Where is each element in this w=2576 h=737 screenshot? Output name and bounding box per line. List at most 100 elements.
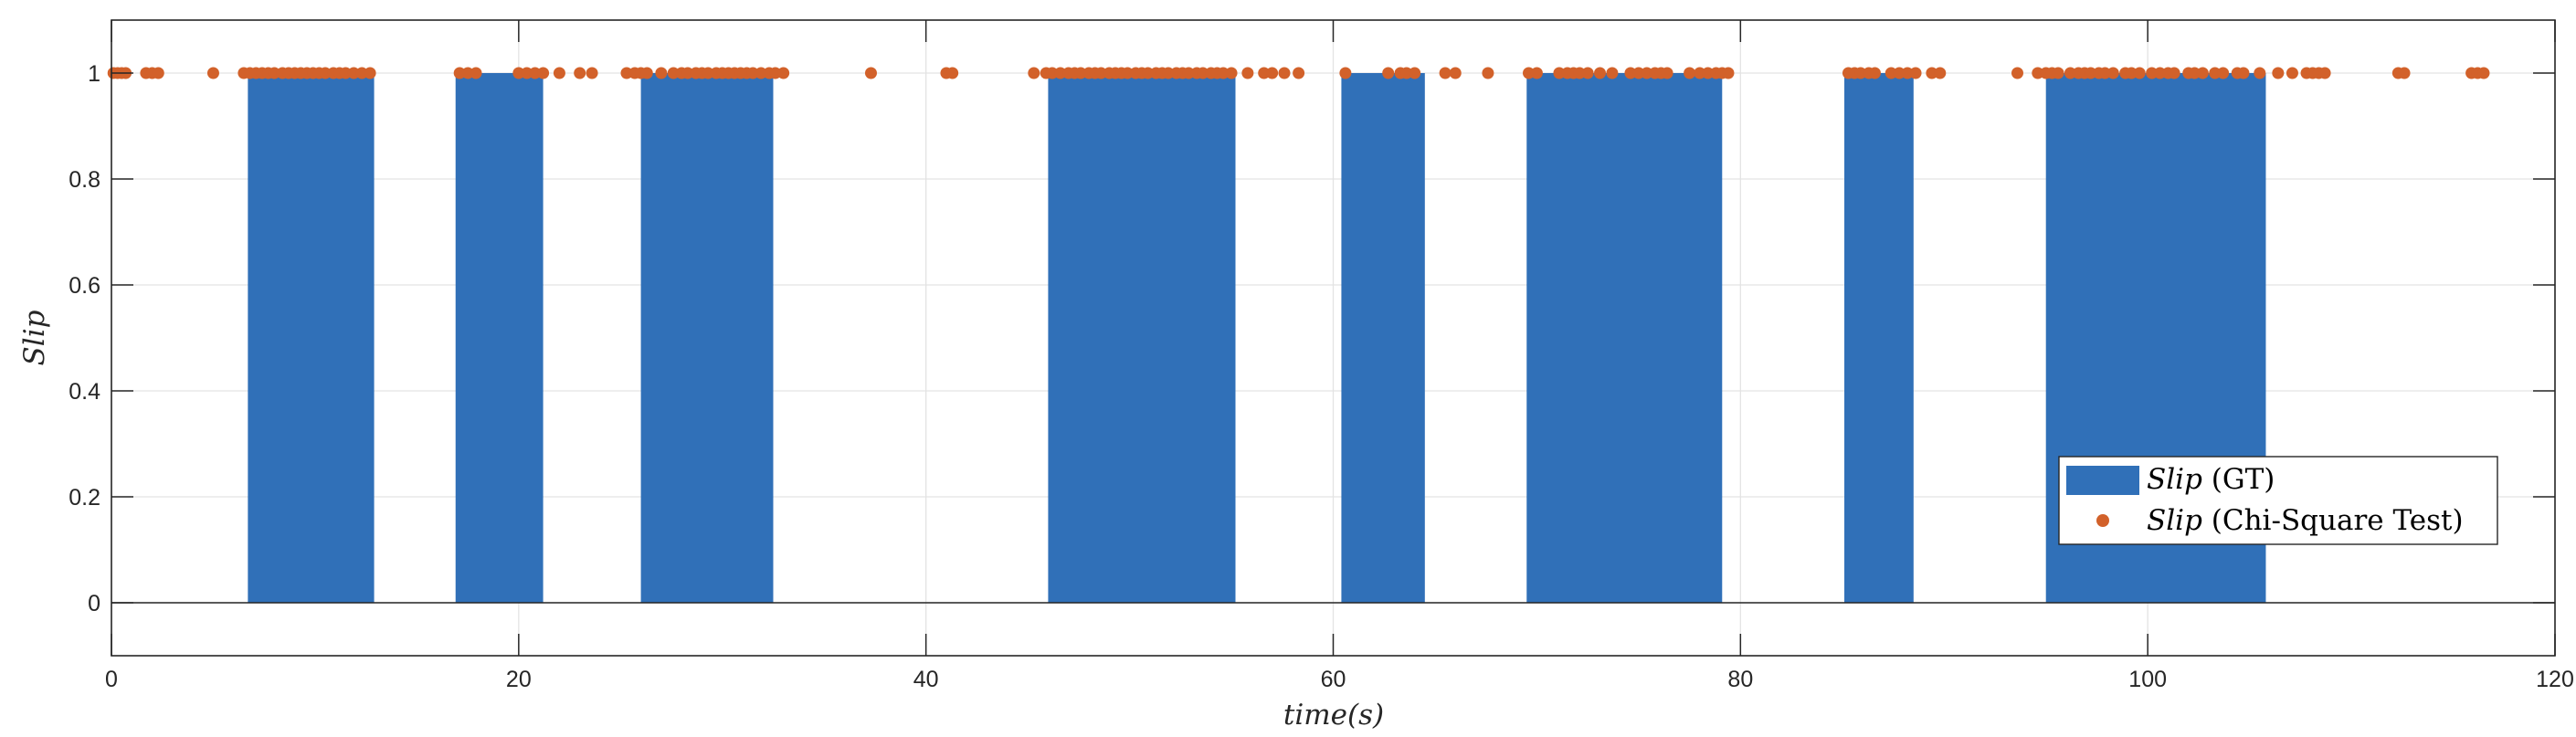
gt-bar xyxy=(1844,73,1914,603)
chi-point xyxy=(453,67,466,79)
chi-point xyxy=(1901,67,1914,79)
x-tick-label: 20 xyxy=(506,667,532,692)
legend: Slip (GT) Slip (Chi-Square Test) xyxy=(2058,456,2498,545)
chi-point xyxy=(1046,67,1059,79)
chi-point xyxy=(1641,67,1653,79)
chi-point xyxy=(1197,67,1209,79)
y-tick-label: 0.6 xyxy=(69,273,100,299)
chi-point xyxy=(1553,67,1566,79)
chi-point xyxy=(2064,67,2076,79)
chi-point xyxy=(355,67,368,79)
chi-point xyxy=(1632,67,1645,79)
chi-point xyxy=(1449,67,1462,79)
chi-point xyxy=(521,67,533,79)
chi-point xyxy=(152,67,164,79)
chi-point xyxy=(470,67,482,79)
x-tick-label: 120 xyxy=(2536,667,2574,692)
chi-point xyxy=(2085,67,2097,79)
chi-point xyxy=(1339,67,1352,79)
chi-point xyxy=(1523,67,1535,79)
y-tick-label: 0 xyxy=(88,591,100,616)
chi-point xyxy=(2318,67,2331,79)
chi-point xyxy=(319,67,332,79)
legend-swatch-gt xyxy=(2066,466,2139,495)
gt-bar xyxy=(1526,73,1723,603)
chi-point xyxy=(1400,67,1413,79)
chi-point xyxy=(1142,67,1155,79)
chi-point xyxy=(681,67,694,79)
chi-point xyxy=(1934,67,1947,79)
chi-point xyxy=(1893,67,1906,79)
y-tick-label: 1 xyxy=(88,61,100,87)
chi-point xyxy=(1482,67,1494,79)
chi-point xyxy=(2011,67,2023,79)
chi-point xyxy=(2196,67,2209,79)
chi-point xyxy=(755,67,767,79)
chi-point xyxy=(777,67,790,79)
gt-bar xyxy=(455,73,544,603)
gt-bar xyxy=(1341,73,1425,603)
chi-point xyxy=(537,67,550,79)
chi-point xyxy=(2133,67,2146,79)
chi-point xyxy=(2146,67,2159,79)
gt-bar xyxy=(640,73,774,603)
chi-point xyxy=(2106,67,2119,79)
chi-point xyxy=(512,67,525,79)
chi-point xyxy=(769,67,782,79)
chi-point xyxy=(1225,67,1238,79)
chi-point xyxy=(1926,67,1938,79)
chi-point xyxy=(1094,67,1107,79)
chi-point xyxy=(1884,67,1897,79)
chi-point xyxy=(339,67,352,79)
chi-point xyxy=(1581,67,1594,79)
chi-point xyxy=(1606,67,1619,79)
chi-point xyxy=(2168,67,2180,79)
tick-labels: 0 20 40 60 80 100 120 0 0.2 0.4 0.6 0.8 1 xyxy=(69,61,2574,692)
chi-point xyxy=(1217,67,1230,79)
chi-point xyxy=(1909,67,1922,79)
x-tick-label: 0 xyxy=(105,667,118,692)
chi-point xyxy=(864,67,877,79)
legend-label-gt: Slip (GT) xyxy=(2147,463,2275,496)
y-tick-label: 0.2 xyxy=(69,485,100,511)
chi-point xyxy=(1028,67,1040,79)
chi-point xyxy=(1854,67,1867,79)
chi-point xyxy=(1266,67,1279,79)
chi-point xyxy=(1868,67,1881,79)
chi-point xyxy=(640,67,653,79)
chi-point xyxy=(1278,67,1291,79)
chi-point xyxy=(586,67,598,79)
chi-point xyxy=(2272,67,2285,79)
x-tick-label: 40 xyxy=(913,667,939,692)
chi-point xyxy=(2125,67,2138,79)
y-tick-label: 0.8 xyxy=(69,167,100,193)
chi-point xyxy=(1573,67,1586,79)
chi-point xyxy=(461,67,474,79)
chi-point xyxy=(2286,67,2298,79)
legend-label-chi: Slip (Chi-Square Test) xyxy=(2147,504,2464,537)
x-tick-label: 100 xyxy=(2128,667,2167,692)
chi-point xyxy=(574,67,586,79)
axis-ticks xyxy=(111,20,2556,656)
chi-point xyxy=(2217,67,2230,79)
chi-point xyxy=(1382,67,1395,79)
chi-point xyxy=(1409,67,1421,79)
chi-point xyxy=(1594,67,1607,79)
chi-point xyxy=(746,67,759,79)
chi-point xyxy=(1162,67,1175,79)
chi-point xyxy=(2052,67,2064,79)
chi-point xyxy=(655,67,668,79)
chi-point xyxy=(1684,67,1696,79)
chi-point xyxy=(1702,67,1715,79)
chi-point xyxy=(2188,67,2201,79)
chi-point xyxy=(2398,67,2411,79)
gt-bar xyxy=(248,73,375,603)
chi-point xyxy=(1054,67,1067,79)
chi-point xyxy=(2098,67,2111,79)
chi-point xyxy=(2032,67,2044,79)
chi-point xyxy=(1074,67,1087,79)
chi-point xyxy=(667,67,680,79)
chi-point xyxy=(1661,67,1673,79)
y-axis-label: Slip xyxy=(18,310,51,365)
chi-point xyxy=(529,67,542,79)
